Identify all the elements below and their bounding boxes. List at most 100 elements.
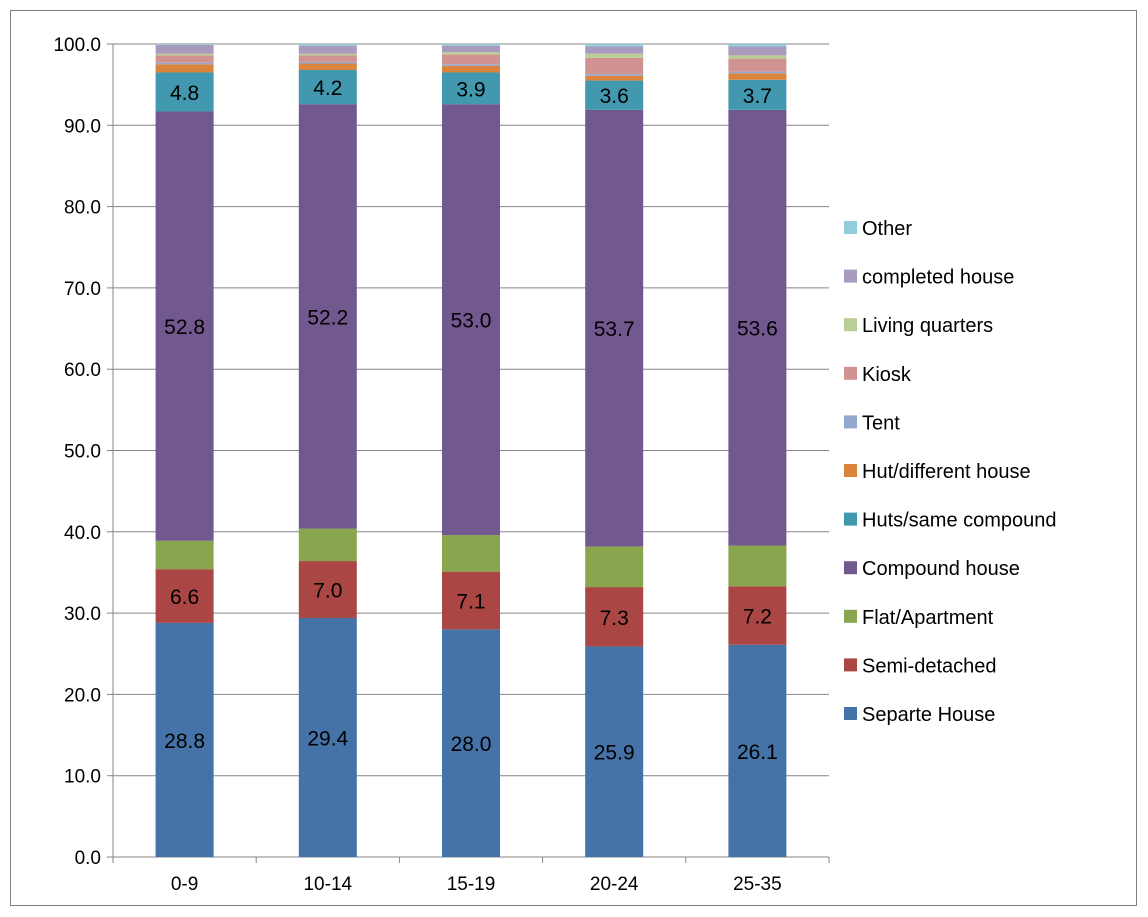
data-label: 28.0 <box>451 733 492 756</box>
bar-segment <box>585 44 644 47</box>
bar-segment <box>298 61 357 64</box>
bar-segment <box>728 44 787 47</box>
bar-segment <box>585 80 644 110</box>
bar-segment <box>442 54 500 65</box>
data-label: 3.6 <box>600 85 629 108</box>
bar-segment <box>155 44 214 45</box>
bar-segment <box>155 622 214 857</box>
legend-swatch <box>844 658 857 672</box>
bar-segment <box>728 73 787 80</box>
legend-swatch <box>844 464 857 477</box>
bar-segment <box>442 52 500 55</box>
bar-segment <box>298 617 357 857</box>
data-label: 29.4 <box>307 727 348 750</box>
data-label: 3.9 <box>456 78 485 101</box>
y-tick-label: 30.0 <box>64 604 101 625</box>
bar-segment <box>442 629 500 857</box>
bar-segment <box>155 64 214 73</box>
bar-segment <box>298 53 357 56</box>
legend-swatch <box>844 415 857 429</box>
data-label: 7.3 <box>600 607 629 630</box>
bar-segment <box>585 75 644 81</box>
bar-segment <box>155 55 214 63</box>
bar-segment <box>442 64 500 66</box>
bar-segment <box>585 53 644 58</box>
y-tick-label: 0.0 <box>75 848 101 869</box>
legend-swatch <box>844 512 857 526</box>
legend-label: Other <box>862 218 912 240</box>
bar-segment <box>298 55 357 62</box>
x-tick-label: 10-14 <box>303 874 352 895</box>
bar-segment <box>298 104 357 529</box>
data-label: 4.8 <box>170 82 199 105</box>
bar-segment <box>155 62 214 65</box>
bar-segment <box>298 70 357 105</box>
bar-segment <box>728 644 787 857</box>
y-tick-label: 50.0 <box>64 442 101 463</box>
bar-segment <box>155 111 214 541</box>
data-label: 6.6 <box>170 586 199 609</box>
data-label: 52.8 <box>164 316 205 339</box>
bar-segment <box>585 109 644 547</box>
bar-segment <box>155 44 214 54</box>
data-label: 53.0 <box>451 310 492 333</box>
legend-label: completed house <box>862 267 1014 289</box>
bar-segment <box>728 545 787 587</box>
bar-segment <box>442 535 500 572</box>
data-label: 3.7 <box>743 85 772 108</box>
bar-segment <box>728 58 787 72</box>
legend-swatch <box>844 707 857 720</box>
legend-label: Living quarters <box>862 315 993 337</box>
bar-segment <box>442 72 500 105</box>
y-tick-label: 90.0 <box>64 116 101 137</box>
bar-segment <box>155 540 214 570</box>
bar-segment <box>298 63 357 71</box>
y-tick-label: 70.0 <box>64 279 101 300</box>
bar-segment <box>728 55 787 59</box>
bar-segment <box>155 53 214 56</box>
bar-segment <box>298 45 357 54</box>
x-tick-label: 15-19 <box>447 874 496 895</box>
y-tick-label: 60.0 <box>64 360 101 381</box>
data-label: 4.2 <box>313 77 342 100</box>
data-label: 53.6 <box>737 318 778 341</box>
bar-segment <box>585 646 644 857</box>
y-tick-label: 20.0 <box>64 685 101 706</box>
bar-segment <box>442 104 500 536</box>
x-tick-label: 0-9 <box>171 874 198 895</box>
bar-segment <box>442 571 500 630</box>
legend-label: Kiosk <box>862 364 912 386</box>
data-label: 7.0 <box>313 580 342 603</box>
legend-swatch <box>844 269 857 283</box>
data-label: 25.9 <box>594 742 635 765</box>
legend-swatch <box>844 561 857 575</box>
legend-label: Semi-detached <box>862 655 997 677</box>
bar-segment <box>585 57 644 75</box>
bar-segment <box>728 71 787 74</box>
x-tick-label: 20-24 <box>590 874 639 895</box>
legend-label: Tent <box>862 412 900 434</box>
bar-segment <box>442 45 500 53</box>
bar-segment <box>585 546 644 588</box>
bar-segment <box>585 46 644 54</box>
legend-swatch <box>844 366 857 380</box>
legend-swatch <box>844 609 857 623</box>
y-tick-label: 40.0 <box>64 523 101 544</box>
x-tick-label: 25-35 <box>733 874 782 895</box>
bar-segment <box>298 561 357 618</box>
legend-label: Huts/same compound <box>862 510 1057 532</box>
bar-segment <box>442 44 500 46</box>
data-label: 7.2 <box>743 606 772 629</box>
bar-segment <box>155 569 214 623</box>
legend-label: Separte House <box>862 704 995 726</box>
y-tick-label: 80.0 <box>64 198 101 219</box>
y-tick-label: 100.0 <box>53 35 101 56</box>
data-label: 7.1 <box>456 590 485 613</box>
bar-segment <box>728 46 787 56</box>
legend-swatch <box>844 318 857 332</box>
data-label: 26.1 <box>737 741 778 764</box>
legend-label: Compound house <box>862 558 1020 580</box>
y-tick-label: 10.0 <box>64 767 101 788</box>
bar-segment <box>155 72 214 112</box>
